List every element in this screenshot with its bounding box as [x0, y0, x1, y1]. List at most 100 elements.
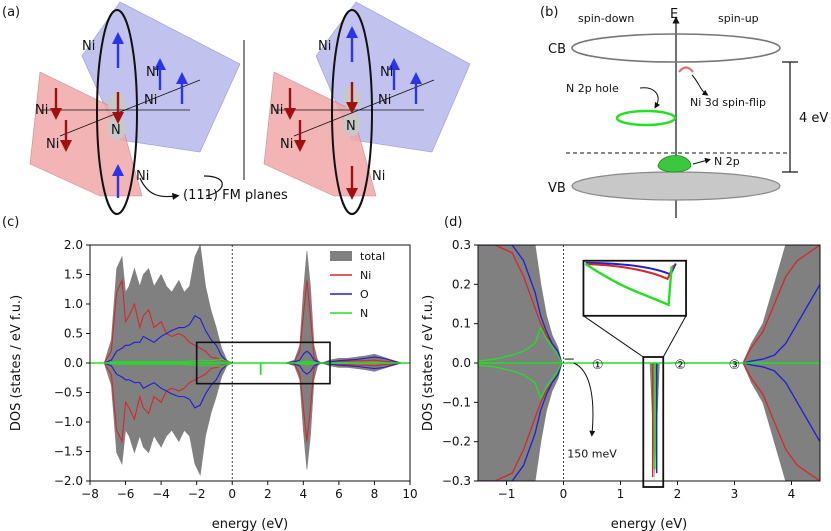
conduction-o-line-down [742, 362, 820, 442]
legend-label-total: total [360, 250, 385, 263]
ni-label: Ni [146, 65, 159, 80]
y-tick-label: −2.0 [54, 474, 83, 488]
structure-right: Ni Ni Ni Ni Ni Ni N [263, 1, 471, 215]
ni3d-pointer [691, 74, 709, 96]
n2p-state [657, 155, 692, 173]
y-tick-label: −0.2 [442, 435, 471, 449]
inset-n-line [584, 263, 673, 307]
x-tick-label: 4 [300, 487, 308, 501]
in-gap-zoom-box [642, 356, 665, 488]
valence-total-area-up [478, 245, 563, 364]
x-tick-label: 10 [402, 487, 417, 501]
chart-c-axes: −8 −6 −4 −2 0 2 4 6 8 10 −2.0 −1.5 −1.0 −0.5 0.0 0.5 1.0… [54, 238, 418, 501]
valence-n-line-down [478, 362, 563, 401]
panel-b-label: (b) [540, 5, 558, 20]
y-tick-label: 1.0 [64, 297, 83, 311]
panel-d-label: (d) [444, 215, 462, 230]
x-tick-label: 6 [335, 487, 343, 501]
panel-c-label: (c) [2, 215, 19, 230]
inset-connector-left [583, 315, 644, 358]
spin-up-label: spin-up [718, 12, 759, 25]
total-dos-area [103, 245, 403, 477]
y-tick-label: 0.2 [452, 277, 471, 291]
chart-c-xlabel: energy (eV) [212, 517, 288, 531]
ni-label: Ni [144, 93, 157, 108]
chain-ellipse-right [331, 9, 373, 215]
chart-c-ylabel: DOS (states / eV f.u.) [9, 295, 24, 431]
valence-total-area-down [478, 362, 563, 481]
x-tick-label: −6 [117, 487, 135, 501]
n2p-label: N 2p [714, 155, 740, 168]
ni-label: Ni [270, 103, 283, 118]
pointer-to-fm-left-2 [139, 177, 180, 201]
legend-label-n: N [360, 307, 368, 320]
legend-swatch-total [330, 251, 352, 261]
x-tick-label: 8 [371, 487, 379, 501]
pointer-to-fm-left [203, 175, 223, 197]
n-label: N [346, 119, 356, 134]
n2p-hole-pointer [639, 87, 661, 109]
vb-label: VB [548, 181, 566, 196]
chart-d-xlabel: energy (eV) [611, 517, 687, 531]
y-tick-label: 0.1 [452, 317, 471, 331]
marker-1: ① [592, 358, 604, 373]
panel-d: (d) −1 0 1 2 3 4 −0.3 −0.2 −0.1 0.0 0.1 0.2 0.3 ener… [421, 215, 821, 531]
spin-down-label: spin-down [578, 12, 634, 25]
legend-label-ni: Ni [360, 269, 371, 282]
n-label: N [111, 123, 121, 138]
valence-band [571, 171, 781, 201]
bond-left-1 [59, 79, 201, 137]
conduction-band [571, 33, 781, 63]
chart-c-plot [90, 245, 410, 481]
y-tick-label: 1.5 [64, 268, 83, 282]
panel-a-label: (a) [2, 5, 20, 20]
chart-d-plot [478, 245, 820, 481]
y-tick-label: 0.3 [452, 238, 471, 252]
panel-a: (a) Ni Ni Ni Ni Ni Ni N (111) [2, 1, 471, 215]
y-tick-label: 0.0 [64, 356, 83, 370]
valence-o-line-down [478, 362, 563, 481]
ni-label: Ni [380, 65, 393, 80]
ni-label: Ni [82, 39, 95, 54]
ni-label: Ni [372, 169, 385, 184]
ni-label: Ni [318, 39, 331, 54]
chart-d-ylabel: DOS (states / eV f.u.) [421, 295, 436, 431]
y-tick-label: −1.5 [54, 445, 83, 459]
ni-label: Ni [280, 137, 293, 152]
y-tick-label: −0.3 [442, 474, 471, 488]
energy-axis-label: E [670, 7, 678, 22]
x-tick-label: −2 [188, 487, 206, 501]
splitting-pointer [573, 362, 596, 437]
n2p-pointer [692, 157, 711, 165]
n-atom-right [343, 112, 361, 136]
x-tick-label: −4 [152, 487, 170, 501]
y-tick-label: −0.1 [442, 395, 471, 409]
gap-label: 4 eV [799, 111, 828, 126]
n2p-hole-state [615, 109, 677, 127]
ni3d-spin-flip-state [678, 66, 694, 73]
panel-b: (b) spin-down E spin-up CB Ni 3d spin-fl… [540, 5, 828, 218]
inset-connector-right [662, 315, 687, 358]
x-tick-label: 2 [674, 487, 682, 501]
ni-label: Ni [46, 137, 59, 152]
legend-label-o: O [360, 288, 369, 301]
conduction-ni-line-down [742, 362, 820, 481]
bond-right-1 [293, 79, 435, 137]
conduction-ni-line-up [742, 245, 820, 364]
ni-label: Ni [378, 93, 391, 108]
inset-ni-line [585, 263, 675, 281]
x-tick-label: 1 [617, 487, 625, 501]
valence-o-line-up [478, 245, 563, 364]
panel-c: (c) −8 −6 −4 −2 0 2 4 6 8 10 −2.0 −1.5 −1.0 −0.5 0.0 0.… [2, 215, 418, 531]
chain-ellipse-left [96, 9, 138, 215]
x-tick-label: 3 [731, 487, 739, 501]
splitting-label: 150 meV [567, 447, 617, 460]
fm-planes-label: (111) FM planes [183, 188, 288, 203]
x-tick-label: −8 [81, 487, 99, 501]
y-tick-label: −1.0 [54, 415, 83, 429]
y-tick-label: 2.0 [64, 238, 83, 252]
chart-d-annotations: ① ② ③ 150 meV [564, 259, 740, 488]
y-tick-label: 0.5 [64, 327, 83, 341]
x-tick-label: 2 [264, 487, 272, 501]
